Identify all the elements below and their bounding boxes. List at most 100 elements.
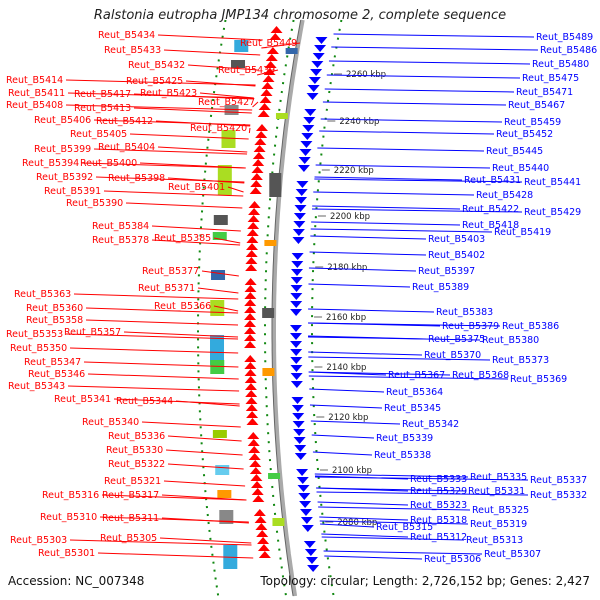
- gene-label-reut-b5404[interactable]: Reut_B5404: [98, 142, 155, 153]
- gene-label-reut-b5475[interactable]: Reut_B5475: [522, 73, 579, 84]
- forward-gene-arrow[interactable]: [245, 250, 258, 257]
- reverse-gene-arrow[interactable]: [297, 165, 310, 172]
- gene-label-reut-b5340[interactable]: Reut_B5340: [82, 417, 139, 428]
- reverse-gene-arrow[interactable]: [300, 517, 313, 524]
- reverse-gene-arrow[interactable]: [296, 477, 309, 484]
- gene-label-reut-b5399[interactable]: Reut_B5399: [34, 144, 91, 155]
- forward-gene-arrow[interactable]: [255, 523, 268, 530]
- forward-gene-arrow[interactable]: [249, 467, 262, 474]
- forward-gene-arrow[interactable]: [246, 411, 259, 418]
- forward-gene-arrow[interactable]: [246, 229, 259, 236]
- forward-gene-arrow[interactable]: [259, 96, 272, 103]
- gene-label-reut-b5422[interactable]: Reut_B5422: [462, 204, 519, 215]
- gene-label-reut-b5433[interactable]: Reut_B5433: [104, 45, 161, 56]
- gene-label-reut-b5432[interactable]: Reut_B5432: [128, 60, 185, 71]
- gene-label-reut-b5428[interactable]: Reut_B5428: [476, 190, 533, 201]
- gene-label-reut-b5353[interactable]: Reut_B5353: [6, 329, 63, 340]
- forward-gene-arrow[interactable]: [244, 285, 257, 292]
- reverse-gene-arrow[interactable]: [300, 141, 313, 148]
- gene-label-reut-b5394[interactable]: Reut_B5394: [22, 158, 79, 169]
- gene-label-reut-b5312[interactable]: Reut_B5312: [410, 532, 467, 543]
- gene-label-reut-b5321[interactable]: Reut_B5321: [104, 476, 161, 487]
- gene-label-reut-b5366[interactable]: Reut_B5366: [154, 301, 211, 312]
- forward-gene-arrow[interactable]: [244, 306, 257, 313]
- gene-label-reut-b5364[interactable]: Reut_B5364: [386, 387, 443, 398]
- forward-gene-arrow[interactable]: [244, 383, 257, 390]
- reverse-gene-arrow[interactable]: [299, 149, 312, 156]
- forward-gene-arrow[interactable]: [244, 355, 257, 362]
- reverse-gene-arrow[interactable]: [314, 45, 327, 52]
- reverse-gene-arrow[interactable]: [296, 469, 309, 476]
- reverse-gene-arrow[interactable]: [306, 93, 319, 100]
- reverse-gene-arrow[interactable]: [304, 549, 317, 556]
- gene-label-reut-b5329[interactable]: Reut_B5329: [410, 486, 467, 497]
- gene-label-reut-b5344[interactable]: Reut_B5344: [116, 396, 173, 407]
- forward-gene-arrow[interactable]: [252, 159, 265, 166]
- forward-gene-arrow[interactable]: [251, 481, 264, 488]
- forward-gene-arrow[interactable]: [244, 341, 257, 348]
- reverse-gene-arrow[interactable]: [291, 269, 304, 276]
- forward-gene-arrow[interactable]: [247, 432, 260, 439]
- forward-gene-arrow[interactable]: [257, 110, 270, 117]
- reverse-gene-arrow[interactable]: [307, 565, 320, 572]
- gene-label-reut-b5419[interactable]: Reut_B5419: [494, 227, 551, 238]
- gene-label-reut-b5370[interactable]: Reut_B5370: [424, 350, 481, 361]
- forward-gene-arrow[interactable]: [262, 75, 275, 82]
- forward-gene-arrow[interactable]: [270, 26, 283, 33]
- forward-gene-arrow[interactable]: [244, 278, 257, 285]
- gene-label-reut-b5323[interactable]: Reut_B5323: [410, 500, 467, 511]
- reverse-gene-arrow[interactable]: [294, 453, 307, 460]
- forward-gene-arrow[interactable]: [249, 187, 262, 194]
- forward-gene-arrow[interactable]: [250, 173, 263, 180]
- gene-label-reut-b5313[interactable]: Reut_B5313: [466, 535, 523, 546]
- reverse-gene-arrow[interactable]: [305, 557, 318, 564]
- gene-label-reut-b5401[interactable]: Reut_B5401: [168, 182, 225, 193]
- gene-label-reut-b5371[interactable]: Reut_B5371: [138, 283, 195, 294]
- forward-gene-arrow[interactable]: [248, 446, 261, 453]
- forward-gene-arrow[interactable]: [247, 222, 260, 229]
- reverse-gene-arrow[interactable]: [291, 261, 304, 268]
- forward-gene-arrow[interactable]: [246, 243, 259, 250]
- gene-label-reut-b5405[interactable]: Reut_B5405: [70, 129, 127, 140]
- reverse-gene-arrow[interactable]: [299, 501, 312, 508]
- gene-label-reut-b5307[interactable]: Reut_B5307: [484, 549, 541, 560]
- forward-gene-arrow[interactable]: [250, 180, 263, 187]
- forward-gene-arrow[interactable]: [254, 138, 267, 145]
- gene-label-reut-b5306[interactable]: Reut_B5306: [424, 554, 481, 565]
- reverse-gene-arrow[interactable]: [304, 109, 317, 116]
- reverse-gene-arrow[interactable]: [292, 421, 305, 428]
- reverse-gene-arrow[interactable]: [290, 293, 303, 300]
- gene-label-reut-b5398[interactable]: Reut_B5398: [108, 173, 165, 184]
- gene-label-reut-b5303[interactable]: Reut_B5303: [10, 535, 67, 546]
- gene-label-reut-b5427[interactable]: Reut_B5427: [198, 97, 255, 108]
- gene-label-reut-b5343[interactable]: Reut_B5343: [8, 381, 65, 392]
- reverse-gene-arrow[interactable]: [290, 285, 303, 292]
- forward-gene-arrow[interactable]: [245, 390, 258, 397]
- reverse-gene-arrow[interactable]: [292, 237, 305, 244]
- gene-label-reut-b5325[interactable]: Reut_B5325: [472, 505, 529, 516]
- reverse-gene-arrow[interactable]: [311, 61, 324, 68]
- gene-label-reut-b5333[interactable]: Reut_B5333: [410, 474, 467, 485]
- reverse-gene-arrow[interactable]: [291, 397, 304, 404]
- gene-label-reut-b5380[interactable]: Reut_B5380: [482, 335, 539, 346]
- reverse-gene-arrow[interactable]: [290, 381, 303, 388]
- gene-label-reut-b5391[interactable]: Reut_B5391: [44, 186, 101, 197]
- gene-label-reut-b5431[interactable]: Reut_B5431: [464, 175, 521, 186]
- gene-label-reut-b5389[interactable]: Reut_B5389: [412, 282, 469, 293]
- forward-gene-arrow[interactable]: [246, 418, 259, 425]
- forward-gene-arrow[interactable]: [253, 509, 266, 516]
- reverse-gene-arrow[interactable]: [292, 413, 305, 420]
- gene-label-reut-b5357[interactable]: Reut_B5357: [64, 327, 121, 338]
- reverse-gene-arrow[interactable]: [294, 205, 307, 212]
- forward-gene-arrow[interactable]: [255, 131, 268, 138]
- reverse-gene-arrow[interactable]: [298, 157, 311, 164]
- forward-gene-arrow[interactable]: [245, 257, 258, 264]
- gene-label-reut-b5315[interactable]: Reut_B5315: [376, 522, 433, 533]
- forward-gene-arrow[interactable]: [252, 152, 265, 159]
- gene-label-reut-b5360[interactable]: Reut_B5360: [26, 303, 83, 314]
- gene-label-reut-b5339[interactable]: Reut_B5339: [376, 433, 433, 444]
- gene-label-reut-b5408[interactable]: Reut_B5408: [6, 100, 63, 111]
- forward-gene-arrow[interactable]: [244, 362, 257, 369]
- reverse-gene-arrow[interactable]: [290, 301, 303, 308]
- forward-gene-arrow[interactable]: [251, 166, 264, 173]
